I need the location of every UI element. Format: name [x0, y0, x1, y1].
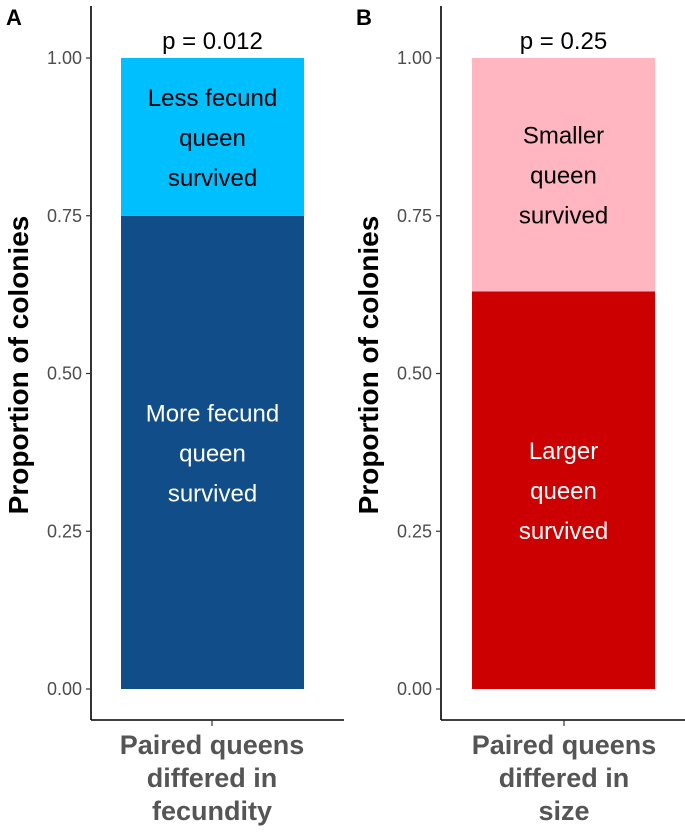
panel-b-y-tick-label: 0.75: [397, 206, 432, 226]
panel-a-segment-1-label: More fecund: [146, 400, 279, 427]
panel-b-segment-2-label: Smaller: [523, 123, 604, 150]
panel-b-segment-1-label: queen: [530, 478, 597, 505]
panel-b-y-tick-label: 0.25: [397, 521, 432, 541]
panel-a-y-tick-label: 0.25: [47, 521, 82, 541]
panel-a-segment-2-label: Less fecund: [148, 85, 277, 112]
panel-b-y-tick-label: 1.00: [397, 48, 432, 68]
panel-a-y-tick-label: 1.00: [47, 48, 82, 68]
panel-a-bar-segment-1: [121, 215, 304, 689]
panel-a-x-axis-label: fecundity: [152, 796, 272, 826]
panel-a-y-tick-label: 0.75: [47, 206, 82, 226]
panel-b-x-axis-label: differed in: [499, 763, 630, 793]
panel-b-segment-2-label: survived: [519, 203, 608, 230]
panel-b-segment-2-label: queen: [530, 163, 597, 190]
panel-b-x-axis-label: Paired queens: [472, 730, 657, 760]
panel-a-y-tick-label: 0.00: [47, 679, 82, 699]
panel-b-p-value: p = 0.25: [520, 28, 607, 55]
panel-b-y-tick-label: 0.50: [397, 364, 432, 384]
panel-b-segment-1-label: Larger: [529, 438, 598, 465]
panel-a-segment-2-label: survived: [168, 165, 257, 192]
panel-b-bar-segment-2: [472, 58, 655, 292]
panel-a-segment-2-label: queen: [179, 125, 246, 152]
panel-b-segment-1-label: survived: [519, 518, 608, 545]
panel-a-segment-1-label: survived: [168, 480, 257, 507]
panel-a-bar-segment-2: [121, 58, 304, 216]
panel-a-y-axis-label: Proportion of colonies: [3, 216, 34, 515]
panel-b-y-axis-label: Proportion of colonies: [353, 216, 384, 515]
panel-a-p-value: p = 0.012: [162, 28, 263, 55]
panel-b-bar-segment-1: [472, 291, 655, 689]
panel-a-segment-1-label: queen: [179, 440, 246, 467]
panel-a-x-axis-label: Paired queens: [120, 730, 305, 760]
panel-a-x-axis-label: differed in: [147, 763, 278, 793]
panel-a-letter: A: [6, 5, 22, 30]
panel-a-y-tick-label: 0.50: [47, 364, 82, 384]
panel-b-x-axis-label: size: [538, 796, 589, 826]
panel-b-letter: B: [356, 5, 372, 30]
panel-b-y-tick-label: 0.00: [397, 679, 432, 699]
